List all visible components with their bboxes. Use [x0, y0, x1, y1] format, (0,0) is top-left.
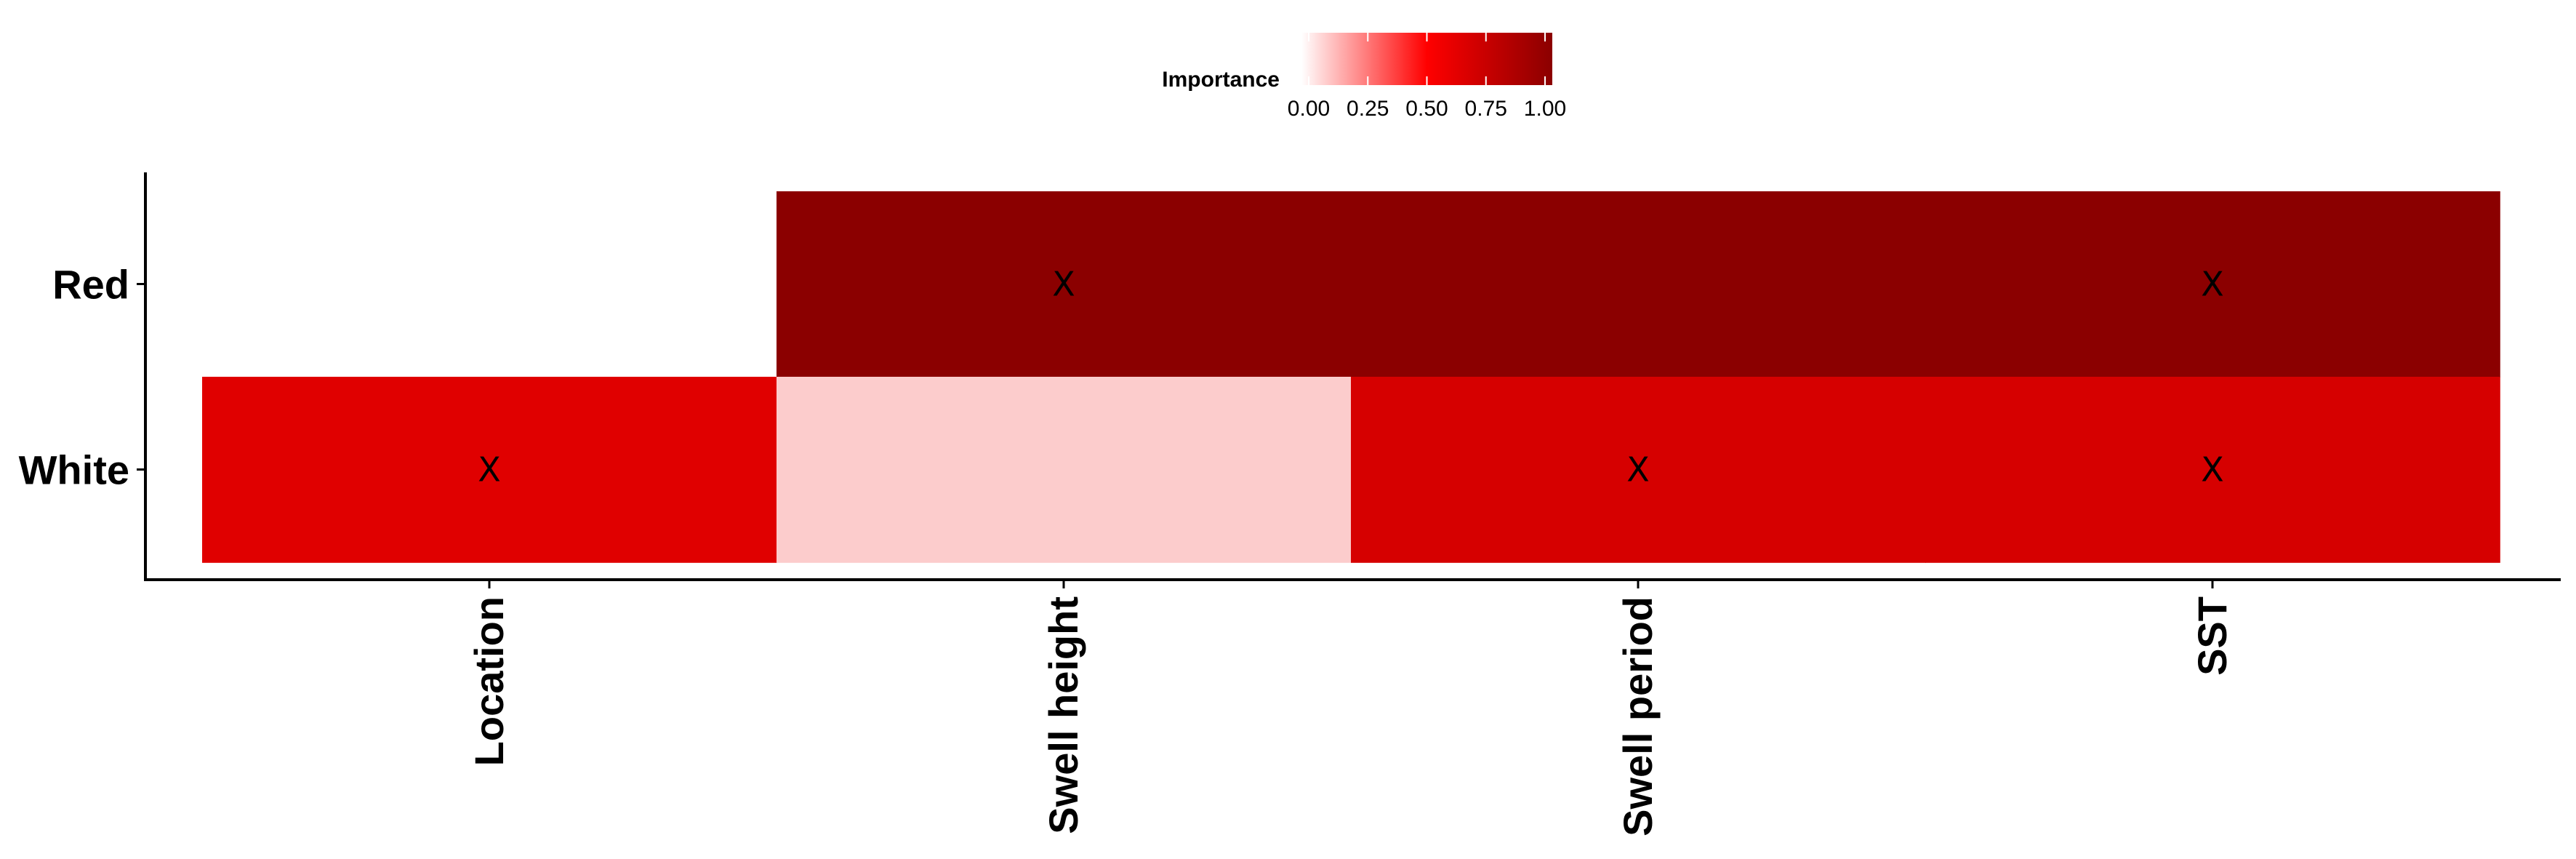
legend-ticks: 0.00 0.25 0.50 0.75 1.00 — [1288, 33, 1566, 121]
x-tick-label-sst: SST — [2189, 596, 2235, 676]
x-tick-label-swell-period: Swell period — [1615, 596, 1661, 836]
legend-tick-label-1.00: 1.00 — [1524, 97, 1566, 121]
cell-white-swell-height — [777, 377, 1352, 563]
y-tick-label-red: Red — [52, 262, 129, 308]
x-tick-label-location: Location — [466, 596, 512, 766]
y-axis-ticks: Red White — [19, 262, 145, 493]
cell-mark-red-swell-height: X — [1052, 265, 1075, 304]
cell-mark-red-sst: X — [2201, 265, 2224, 304]
x-tick-label-swell-height: Swell height — [1040, 596, 1086, 834]
heatmap-cells: X X X X X — [202, 191, 2500, 563]
cell-mark-white-swell-period: X — [1626, 450, 1650, 490]
cell-red-swell-height — [777, 191, 1352, 377]
axes — [144, 172, 2561, 581]
y-tick-label-white: White — [19, 447, 129, 493]
legend-tick-label-0.25: 0.25 — [1347, 97, 1389, 121]
legend-tick-label-0.75: 0.75 — [1465, 97, 1507, 121]
cell-red-sst — [1925, 191, 2500, 377]
cell-white-location — [202, 377, 777, 563]
legend-title: Importance — [1162, 68, 1280, 92]
color-legend: Importance 0.00 0.25 0.50 0.75 1.00 — [1162, 33, 1566, 121]
cell-mark-white-location: X — [478, 450, 501, 490]
cell-mark-white-sst: X — [2201, 450, 2224, 490]
cell-red-swell-period — [1351, 191, 1926, 377]
cell-white-swell-period — [1351, 377, 1926, 563]
legend-tick-label-0.50: 0.50 — [1405, 97, 1448, 121]
legend-tick-label-0.00: 0.00 — [1288, 97, 1330, 121]
cell-white-sst — [1925, 377, 2500, 563]
x-axis-ticks: Location Swell height Swell period SST — [466, 580, 2235, 836]
